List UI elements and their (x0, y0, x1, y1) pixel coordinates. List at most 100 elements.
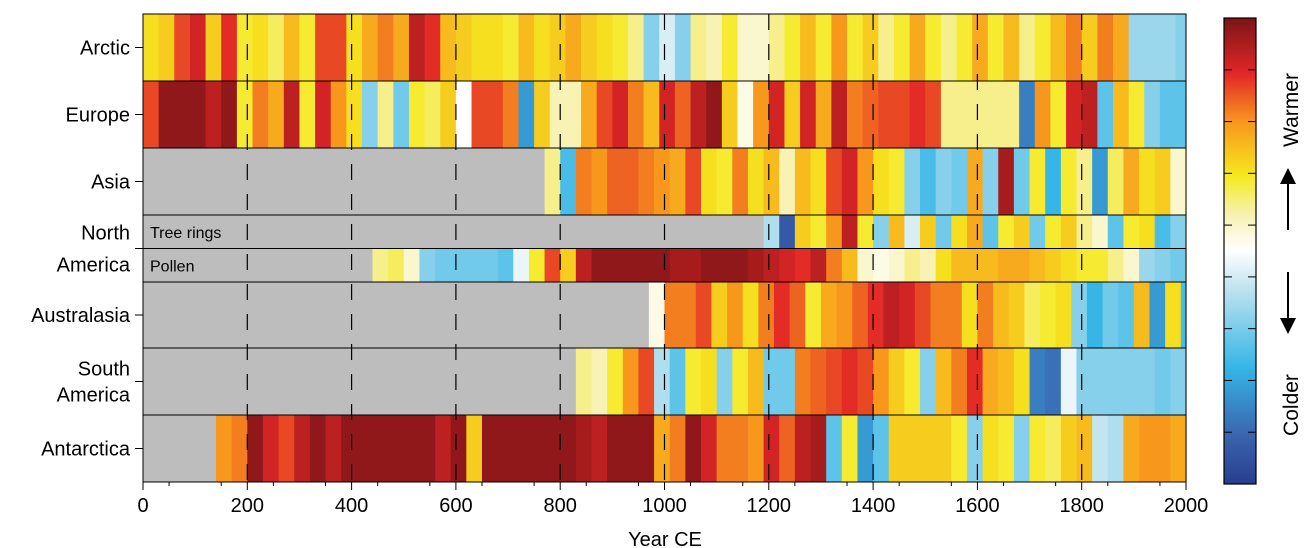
cell-europe-1680 (1019, 81, 1036, 148)
cell-australasia-1360 (852, 282, 869, 348)
cell-antarctica-1610 (982, 415, 999, 482)
region-label-asia: Asia (91, 172, 131, 194)
cell-asia-1280 (810, 148, 827, 215)
cell-north-america-1250 (794, 215, 812, 249)
cell-europe-270 (283, 81, 301, 148)
cell-north-america-1580 (966, 215, 984, 249)
cell-arctic-1080 (706, 14, 723, 81)
cell-asia-1250 (794, 148, 812, 215)
cell-asia-1160 (747, 148, 765, 215)
cell-north-america-710 (513, 248, 530, 282)
cell-north-america-1700 (1029, 248, 1046, 282)
cell-australasia-1480 (914, 282, 932, 348)
cell-arctic-1260 (800, 14, 817, 81)
cell-asia-1310 (826, 148, 843, 215)
x-tick-label-800: 800 (544, 495, 577, 517)
cell-asia-950 (638, 148, 655, 215)
cell-south-america-1280 (810, 348, 827, 415)
cell-australasia-970 (648, 282, 666, 348)
cell-north-america-1310 (826, 248, 843, 282)
cell-north-america-1460 (904, 215, 921, 249)
cell-asia-1850 (1107, 148, 1125, 215)
cell-asia-890 (607, 148, 624, 215)
cell-north-america-830 (575, 248, 593, 282)
cell-antarctica-500 (403, 415, 420, 482)
cell-north-america-1790 (1076, 215, 1093, 249)
cell-asia-1070 (701, 148, 718, 215)
cell-antarctica-980 (654, 415, 671, 482)
cell-antarctica-1490 (920, 415, 937, 482)
cell-arctic-1650 (1003, 14, 1020, 81)
cell-asia-1370 (857, 148, 874, 215)
cell-south-america-1730 (1045, 348, 1062, 415)
cell-europe-840 (581, 81, 598, 148)
cell-antarctica-290 (294, 415, 311, 482)
cell-antarctica-560 (435, 415, 452, 482)
cell-europe-300 (299, 81, 316, 148)
cell-north-america-1070 (701, 248, 718, 282)
cell-north-america-620 (466, 248, 483, 282)
region-labels: Arctic Europe Asia North America Australasia S… (31, 38, 143, 461)
cell-north-america-1370 (857, 215, 874, 249)
cell-asia-1490 (920, 148, 937, 215)
region-label-north-america: North America (57, 223, 131, 277)
cell-north-america-1340 (841, 248, 859, 282)
cell-europe-690 (502, 81, 520, 148)
cell-antarctica-800 (560, 415, 577, 482)
cell-north-america-1550 (951, 248, 968, 282)
cell-south-america-1430 (888, 348, 905, 415)
cell-asia-1190 (763, 148, 780, 215)
cell-south-america-1370 (857, 348, 874, 415)
region-label-word: North (81, 223, 130, 245)
cell-south-america-1520 (935, 348, 952, 415)
cell-arctic-90 (189, 14, 207, 81)
x-tick-label-2000: 2000 (1164, 495, 1209, 517)
cell-north-america-1940 (1154, 215, 1171, 249)
cell-antarctica-260 (278, 415, 295, 482)
cell-europe-1980 (1175, 81, 1187, 148)
cell-north-america-1850 (1107, 215, 1125, 249)
cell-europe-1260 (800, 81, 817, 148)
cell-north-america-1670 (1013, 248, 1031, 282)
colorbar-warm-label: Warmer (1280, 73, 1303, 147)
cell-europe-1320 (831, 81, 848, 148)
cell-antarctica-1970 (1170, 415, 1187, 482)
x-tick-label-1400: 1400 (851, 495, 896, 517)
cell-arctic-720 (518, 14, 535, 81)
cell-south-america-1580 (966, 348, 984, 415)
cell-south-america-1880 (1123, 348, 1140, 415)
cell-arctic-630 (471, 14, 488, 81)
cell-australasia-1030 (680, 282, 697, 348)
cell-europe-750 (534, 81, 551, 148)
cell-arctic-1740 (1050, 14, 1067, 81)
cell-south-america-1130 (732, 348, 749, 415)
cell-north-america-1550 (951, 215, 968, 249)
cell-australasia-1780 (1071, 282, 1088, 348)
region-label-word: America (57, 385, 131, 407)
cell-australasia-1870 (1118, 282, 1135, 348)
cell-north-america-1880 (1123, 248, 1140, 282)
cell-antarctica-860 (591, 415, 608, 482)
cell-antarctica-1430 (888, 415, 905, 482)
cell-asia-1340 (841, 148, 859, 215)
cell-south-america-920 (622, 348, 640, 415)
cell-europe-420 (362, 81, 379, 148)
cell-europe-0 (143, 81, 160, 148)
cell-asia-1730 (1045, 148, 1062, 215)
cell-antarctica-530 (419, 415, 436, 482)
cell-arctic-1620 (987, 14, 1005, 81)
x-tick-label-200: 200 (231, 495, 264, 517)
cell-arctic-600 (455, 14, 473, 81)
cell-europe-1440 (893, 81, 911, 148)
cell-arctic-990 (659, 14, 676, 81)
cell-antarctica-620 (466, 415, 483, 482)
cell-asia-1460 (904, 148, 921, 215)
cell-arctic-1230 (784, 14, 801, 81)
cell-arctic-1500 (925, 14, 942, 81)
cell-europe-870 (596, 81, 613, 148)
cell-arctic-660 (487, 14, 504, 81)
cell-south-america-1550 (951, 348, 968, 415)
cell-europe-900 (612, 81, 629, 148)
region-label-south-america: South America (57, 359, 131, 407)
cell-arctic-1020 (674, 14, 692, 81)
